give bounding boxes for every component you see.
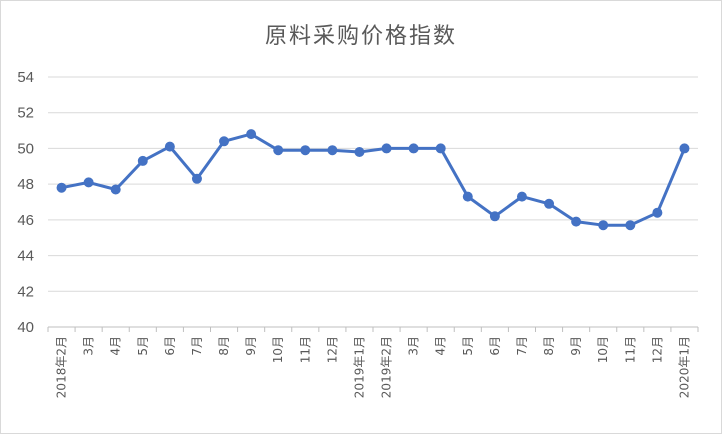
x-tick-label: 12月 — [325, 336, 339, 363]
data-point — [544, 198, 555, 209]
data-point — [381, 143, 392, 154]
data-point — [137, 155, 148, 166]
y-tick-label: 52 — [17, 105, 34, 122]
x-tick-label: 7月 — [515, 336, 529, 356]
data-point — [625, 220, 636, 231]
x-tick-label: 6月 — [163, 336, 177, 356]
data-point — [489, 211, 500, 222]
x-tick-label: 3月 — [82, 336, 96, 356]
x-tick-label: 8月 — [217, 336, 231, 356]
x-tick-label: 5月 — [136, 336, 150, 356]
data-point — [435, 143, 446, 154]
data-point — [598, 220, 609, 231]
x-tick-label: 10月 — [596, 336, 610, 363]
data-point — [219, 136, 230, 147]
data-point — [56, 182, 67, 193]
x-tick-label: 12月 — [650, 336, 664, 363]
data-point — [408, 143, 419, 154]
x-tick-label: 8月 — [542, 336, 556, 356]
x-tick-label: 9月 — [569, 336, 583, 356]
data-point — [191, 173, 202, 184]
x-tick-label: 11月 — [298, 336, 312, 363]
y-tick-label: 50 — [17, 140, 34, 157]
y-tick-label: 48 — [17, 176, 34, 193]
data-point — [679, 143, 690, 154]
x-tick-label: 2019年1月 — [352, 336, 366, 398]
y-tick-label: 42 — [17, 283, 34, 300]
data-point — [571, 216, 582, 227]
data-point — [462, 191, 473, 202]
y-tick-label: 46 — [17, 212, 34, 229]
chart-title: 原料采购价格指数 — [264, 24, 457, 49]
data-point — [327, 145, 338, 156]
data-point — [246, 129, 257, 140]
y-tick-label: 40 — [17, 319, 34, 336]
y-tick-label: 54 — [17, 69, 34, 86]
x-tick-label: 2019年2月 — [380, 336, 394, 398]
data-point — [516, 191, 527, 202]
data-point — [354, 147, 365, 157]
x-tick-label: 3月 — [407, 336, 421, 356]
x-tick-label: 4月 — [434, 336, 448, 356]
data-point — [110, 184, 121, 195]
x-tick-label: 11月 — [623, 336, 637, 363]
x-tick-label: 10月 — [271, 336, 285, 363]
data-point — [164, 141, 175, 152]
x-tick-label: 4月 — [109, 336, 123, 356]
x-tick-label: 2020年1月 — [677, 336, 691, 398]
data-point — [83, 177, 94, 188]
data-point — [652, 207, 663, 218]
series-line — [61, 132, 686, 227]
x-tick-label: 5月 — [461, 336, 475, 356]
data-point — [273, 145, 284, 156]
x-tick-label: 7月 — [190, 336, 204, 356]
x-tick-label: 6月 — [488, 336, 502, 356]
x-tick-label: 9月 — [244, 336, 258, 356]
data-point — [300, 145, 311, 156]
y-tick-label: 44 — [17, 248, 34, 265]
x-tick-label: 2018年2月 — [55, 336, 69, 398]
